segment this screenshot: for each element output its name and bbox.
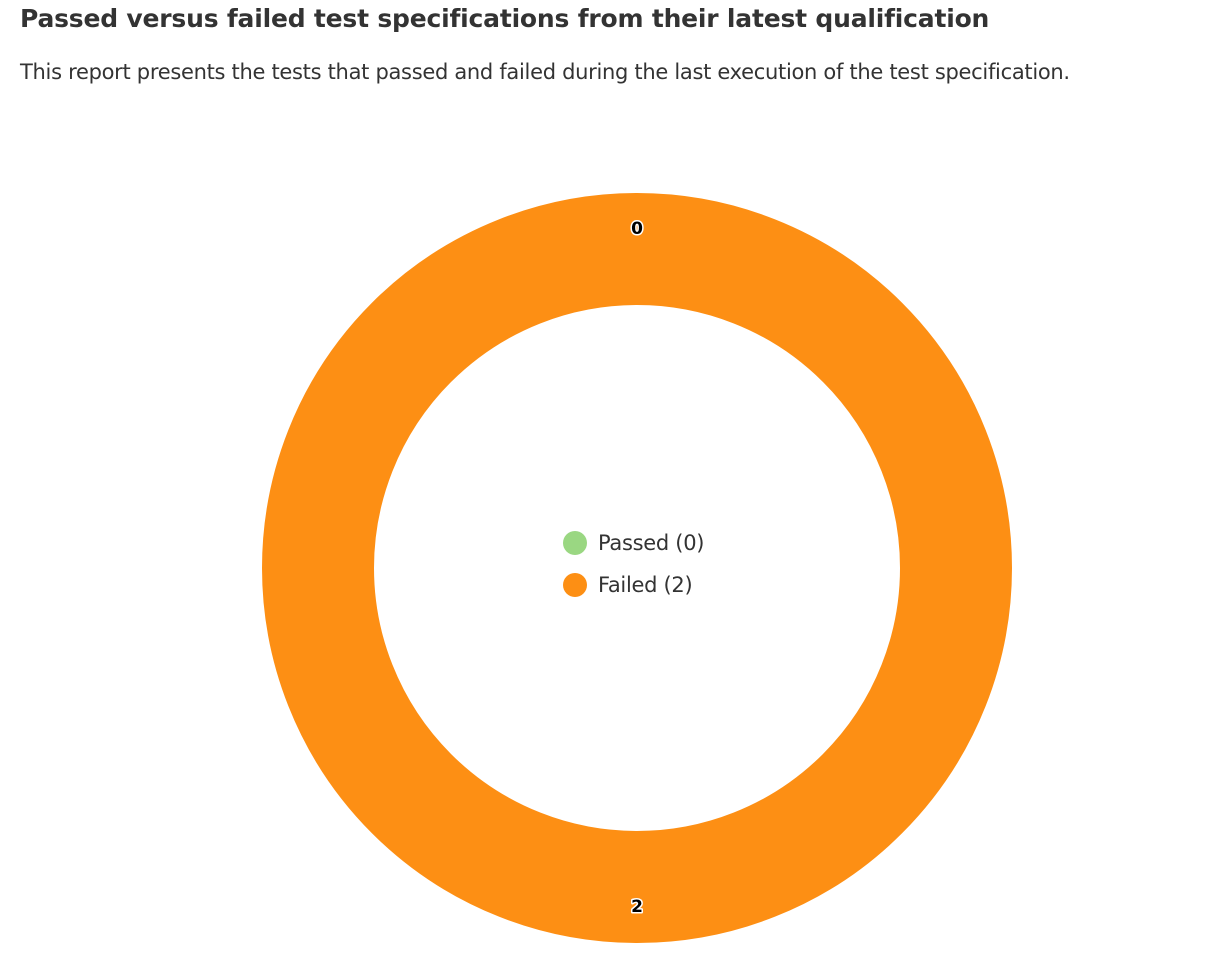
legend-label-passed: Passed (0) [598,531,705,555]
report-title: Passed versus failed test specifications… [20,4,990,33]
donut-data-labels: 02 [630,218,645,919]
donut-slices [262,193,1012,943]
legend-item-passed[interactable]: Passed (0) [563,528,704,558]
slice-failed[interactable] [262,193,1012,943]
legend-swatch-passed [563,531,587,555]
data-label-passed: 0 [631,219,643,239]
report-description: This report presents the tests that pass… [20,60,1070,84]
data-label-failed: 2 [631,897,643,917]
legend-swatch-failed [563,573,587,597]
legend-item-failed[interactable]: Failed (2) [563,570,704,600]
legend-label-failed: Failed (2) [598,573,693,597]
chart-legend: Passed (0) Failed (2) [563,528,704,612]
